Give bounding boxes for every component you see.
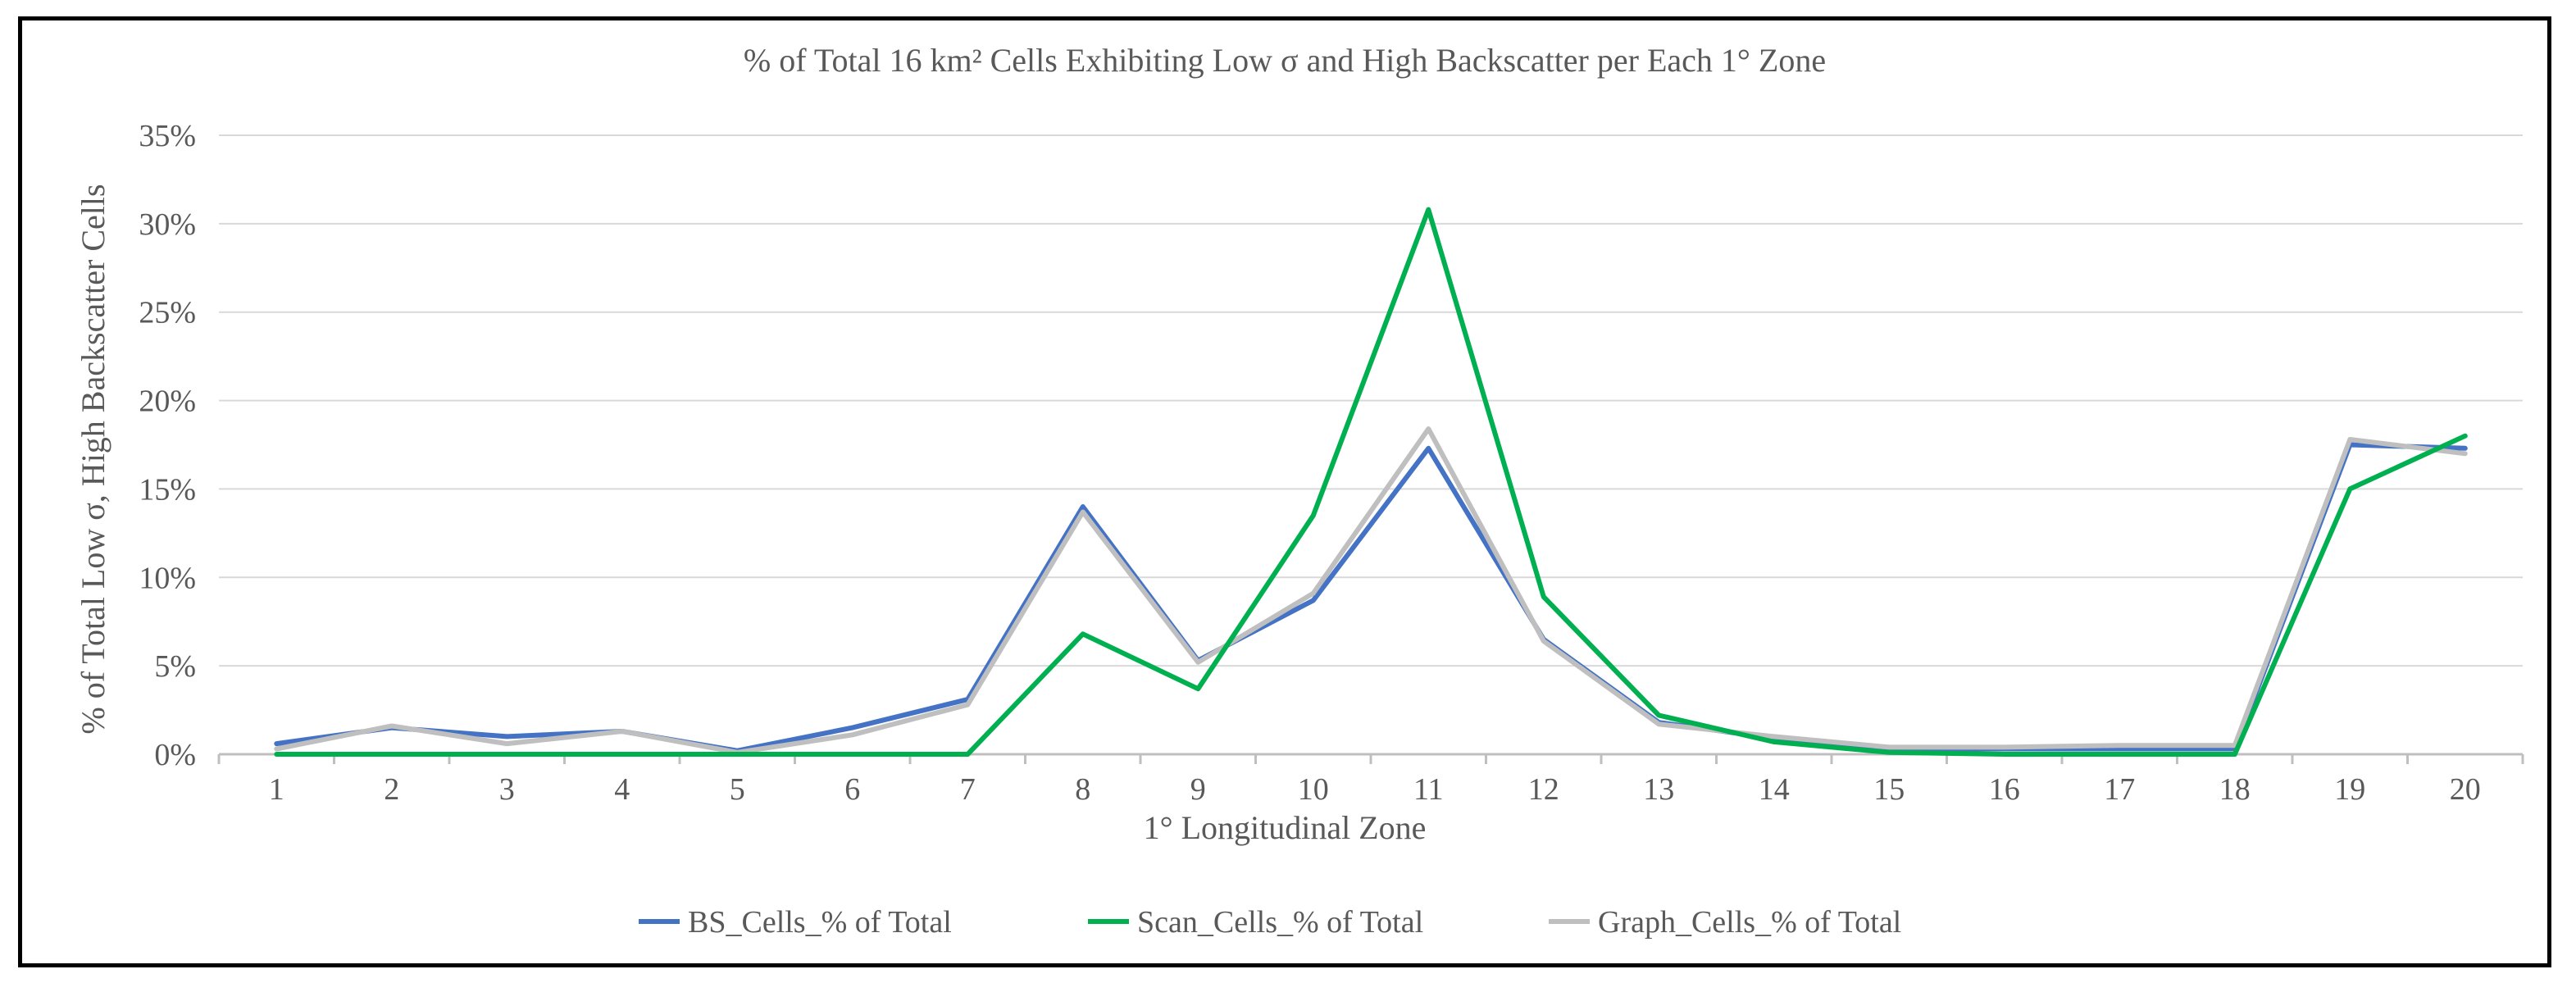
series-line-scan [274,207,2468,757]
y-tick-label: 35% [139,119,196,153]
x-tick-label: 4 [614,772,630,807]
x-tick-label: 2 [384,772,399,807]
x-tick-label: 14 [1759,772,1790,807]
line-chart: 0%5%10%15%20%25%30%35% 1 2 3 4 5 6 7 8 9 10 11 12 13… [75,42,2524,940]
chart-frame: 0% 5% 10% 15% 20% 25% 30% 35% 1 2 3 4 5 6 7 8 9 10 11 12 13… [18,16,2551,967]
y-axis-title: % of Total Low σ, High Backscatter Cells [75,184,112,734]
legend-label-scan-cells: Scan_Cells_% of Total [1137,905,1423,940]
y-tick-label: 25% [139,296,196,330]
series-line-graph [274,426,2468,755]
x-tick-label: 11 [1413,772,1444,807]
x-tick-label: 5 [730,772,745,807]
legend-label-graph-cells: Graph_Cells_% of Total [1598,905,1901,940]
y-tick-label: 10% [139,561,196,595]
y-tick-label: 0% [154,738,196,772]
x-tick-label: 7 [960,772,976,807]
x-tick-label: 9 [1190,772,1206,807]
series-line-bs [274,442,2468,753]
x-tick-label: 10 [1298,772,1329,807]
y-tick-label: 5% [154,649,196,684]
x-tick-labels: 1 2 3 4 5 6 7 8 9 10 11 12 13 14 15 16 17 18 19 20 [269,772,2481,807]
x-tick-label: 6 [844,772,860,807]
x-tick-label: 19 [2334,772,2365,807]
legend: BS_Cells_% of Total Scan_Cells_% of Tota… [639,905,1901,940]
y-tick-label: 20% [139,385,196,419]
legend-label-bs-cells: BS_Cells_% of Total [688,905,952,940]
series-lines [274,207,2468,757]
x-tick-label: 12 [1528,772,1559,807]
x-tick-label: 18 [2219,772,2251,807]
x-axis-title: 1° Longitudinal Zone [1144,809,1427,846]
chart-title: % of Total 16 km² Cells Exhibiting Low σ… [744,42,1826,79]
gridlines [217,134,2524,764]
x-tick-label: 3 [499,772,515,807]
x-tick-label: 15 [1873,772,1905,807]
x-tick-label: 20 [2450,772,2481,807]
x-tick-label: 17 [2104,772,2135,807]
y-tick-label: 15% [139,472,196,507]
x-tick-label: 8 [1075,772,1090,807]
x-tick-label: 1 [269,772,284,807]
x-tick-label: 13 [1643,772,1674,807]
y-tick-labels: 0% 5% 10% 15% 20% 25% 30% 35% [139,119,196,772]
y-tick-label: 30% [139,207,196,242]
x-tick-label: 16 [1989,772,2020,807]
